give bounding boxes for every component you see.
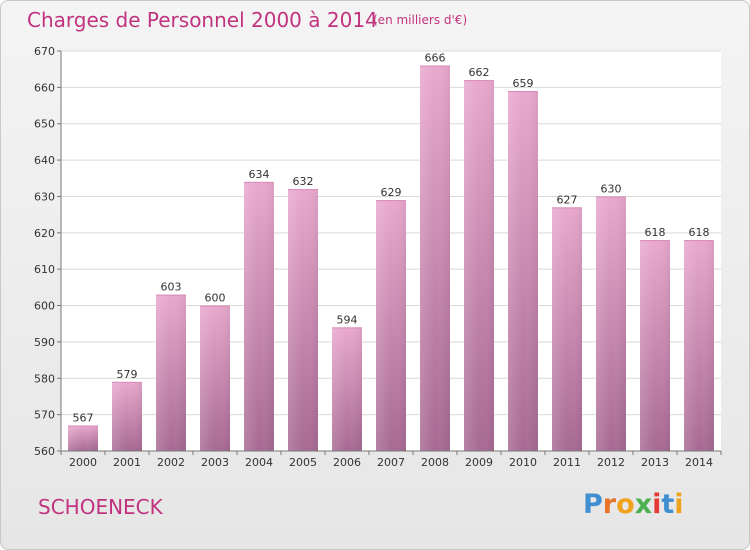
x-tick-label: 2008 (421, 456, 449, 469)
logo-letter: i (674, 489, 684, 520)
bar-2012 (596, 196, 626, 451)
bar-shading (288, 189, 318, 451)
x-tick-label: 2009 (465, 456, 493, 469)
y-tick-label: 610 (34, 263, 55, 276)
bar-2009 (464, 80, 494, 451)
bar-value-label: 627 (557, 193, 578, 206)
bar-value-label: 634 (249, 168, 270, 181)
bar-value-label: 594 (337, 313, 358, 326)
x-tick-label: 2004 (245, 456, 273, 469)
bar-2002 (156, 294, 186, 451)
bar-shading (332, 327, 362, 451)
bar-shading (112, 381, 142, 451)
bar-shading (508, 91, 538, 451)
bar-2006 (332, 327, 362, 451)
bar-shading (552, 207, 582, 451)
bar-shading (420, 65, 450, 451)
bar-value-label: 579 (117, 368, 138, 381)
bar-2011 (552, 207, 582, 451)
bar-shading (200, 305, 230, 451)
bar-shading (640, 240, 670, 451)
x-tick-label: 2005 (289, 456, 317, 469)
x-tick-label: 2014 (685, 456, 713, 469)
y-tick-label: 620 (34, 227, 55, 240)
bar-2003 (200, 305, 230, 451)
logo-letter: o (616, 489, 635, 520)
bar-value-label: 662 (469, 66, 490, 79)
bar-2007 (376, 200, 406, 451)
y-tick-label: 660 (34, 81, 55, 94)
bar-value-label: 600 (205, 292, 226, 305)
bar-value-label: 567 (73, 412, 94, 425)
y-tick-label: 570 (34, 409, 55, 422)
bar-value-label: 632 (293, 175, 314, 188)
logo-letter: i (652, 489, 662, 520)
x-tick-label: 2013 (641, 456, 669, 469)
x-tick-label: 2001 (113, 456, 141, 469)
bar-shading (244, 181, 274, 451)
bar-2008 (420, 65, 450, 451)
bar-shading (156, 294, 186, 451)
bar-2013 (640, 240, 670, 451)
bar-2001 (112, 381, 142, 451)
bar-value-label: 618 (689, 226, 710, 239)
bar-shading (68, 425, 98, 451)
chart-subtitle: (en milliers d'€) (373, 13, 468, 27)
y-tick-label: 670 (34, 45, 55, 58)
bar-shading (464, 80, 494, 451)
x-tick-label: 2006 (333, 456, 361, 469)
bar-2004 (244, 181, 274, 451)
x-tick-label: 2007 (377, 456, 405, 469)
bar-value-label: 618 (645, 226, 666, 239)
proxiti-logo: Proxiti (583, 489, 684, 520)
logo-letter: x (634, 489, 653, 520)
bar-2014 (684, 240, 714, 451)
logo-letter: P (583, 489, 603, 520)
bar-2005 (288, 189, 318, 451)
bar-shading (684, 240, 714, 451)
bar-2000 (68, 425, 98, 451)
x-tick-label: 2012 (597, 456, 625, 469)
y-tick-label: 650 (34, 118, 55, 131)
logo-letter: r (602, 489, 617, 520)
y-tick-label: 590 (34, 336, 55, 349)
bar-value-label: 630 (601, 182, 622, 195)
commune-name: SCHOENECK (38, 495, 163, 519)
x-tick-label: 2011 (553, 456, 581, 469)
y-tick-label: 580 (34, 372, 55, 385)
logo-letter: t (661, 489, 675, 520)
bar-shading (596, 196, 626, 451)
x-tick-label: 2003 (201, 456, 229, 469)
bar-value-label: 629 (381, 186, 402, 199)
bar-shading (376, 200, 406, 451)
bar-value-label: 666 (425, 52, 446, 65)
bar-2010 (508, 91, 538, 451)
bar-value-label: 603 (161, 281, 182, 294)
bar-value-label: 659 (513, 77, 534, 90)
y-tick-label: 630 (34, 190, 55, 203)
y-tick-label: 560 (34, 445, 55, 458)
x-tick-label: 2002 (157, 456, 185, 469)
chart-title: Charges de Personnel 2000 à 2014 (27, 8, 378, 32)
x-tick-label: 2000 (69, 456, 97, 469)
x-tick-label: 2010 (509, 456, 537, 469)
y-tick-label: 640 (34, 154, 55, 167)
y-tick-label: 600 (34, 300, 55, 313)
